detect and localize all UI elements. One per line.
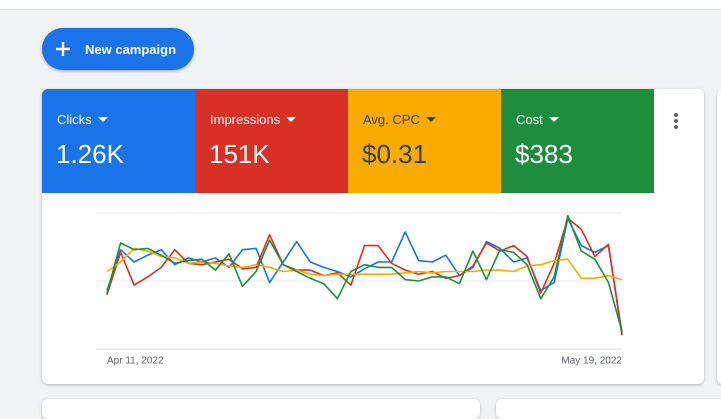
x-tick-label: May 19, 2022 [561,356,622,367]
series-line [106,217,623,336]
dropdown-caret [286,116,297,122]
metric-value: 151K [209,139,270,169]
series-line [106,217,623,333]
caret [425,116,436,122]
caret [548,116,559,122]
series-line [106,214,623,332]
scorecard[interactable]: Impressions 151K [195,89,348,193]
bottom-card [42,399,480,419]
bottom-card [496,399,721,419]
scorecard[interactable]: Avg. CPC $0.31 [348,89,501,193]
top-bar [0,0,721,10]
metric-value: $383 [515,139,573,169]
metric-value: 1.26K [56,139,124,169]
x-tick-label: Apr 11, 2022 [107,356,164,367]
metric-value: $0.31 [362,139,428,169]
caret [97,116,108,122]
metric-name: Avg. CPC [363,112,420,127]
more-menu[interactable] [668,111,684,131]
metric-name: Clicks [57,112,92,127]
caret [286,116,297,122]
overview-card: Clicks 1.26K Impressions 151K Avg. CPC $0.31 C… [42,89,704,384]
chart: Apr 11, 2022 May 19, 2022 [96,212,623,367]
scorecard[interactable]: Clicks 1.26K [42,89,195,193]
scorecard[interactable]: Cost $383 [501,89,654,193]
scorecard-label: Impressions [210,112,297,127]
dropdown-caret [425,116,436,122]
dropdown-caret [548,116,559,122]
button-label: New campaign [85,41,177,57]
plus-icon [56,42,70,56]
scorecard-label: Avg. CPC [363,112,436,127]
metric-name: Cost [516,112,543,127]
side-card [717,89,721,384]
new-campaign-button[interactable]: New campaign [42,28,194,70]
scorecard-label: Clicks [57,112,108,127]
dropdown-caret [97,116,108,122]
series-line [106,247,623,281]
scorecard-label: Cost [516,112,559,127]
metric-name: Impressions [210,112,281,127]
